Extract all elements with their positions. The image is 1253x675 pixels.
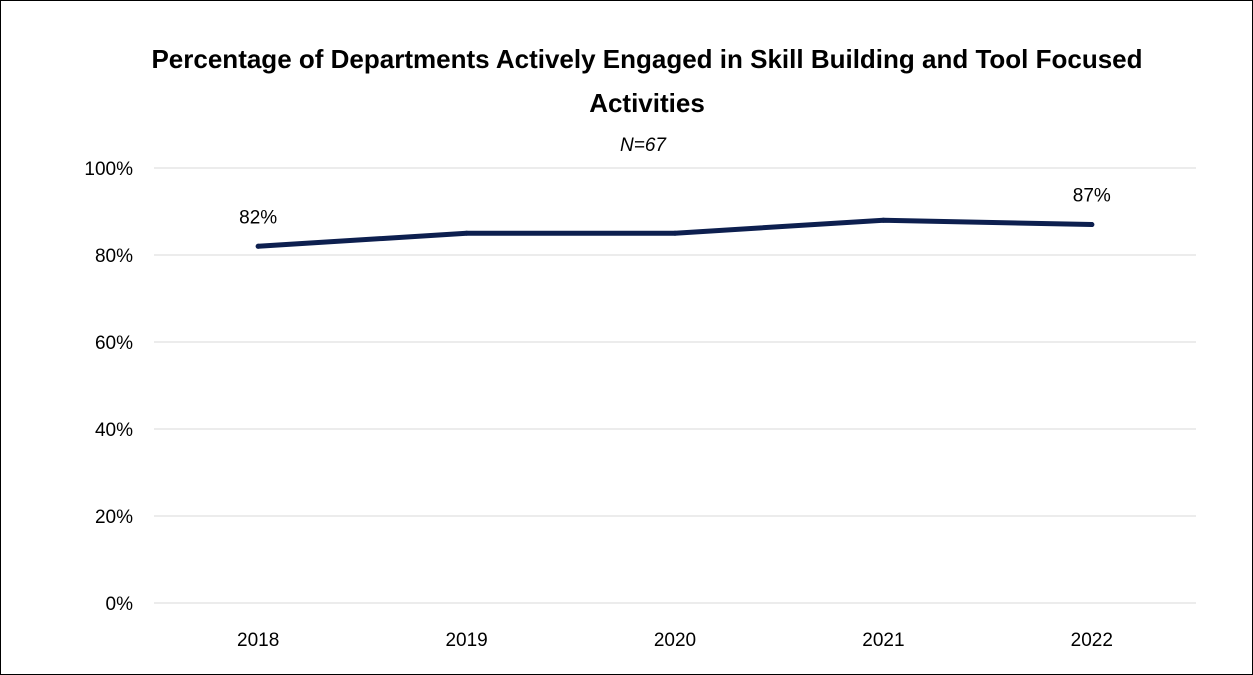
data-point xyxy=(464,230,470,236)
y-tick-label: 0% xyxy=(106,594,134,615)
y-axis-ticks: 0% 20% 40% 60% 80% 100% xyxy=(84,159,133,615)
x-tick-label: 2021 xyxy=(862,630,904,651)
chart-subtitle: N=67 xyxy=(620,135,667,156)
data-labels: 82% 87% xyxy=(239,186,1111,229)
y-tick-label: 60% xyxy=(95,333,133,354)
chart-title-line-1: Percentage of Departments Actively Engag… xyxy=(151,44,1142,74)
data-point xyxy=(672,230,678,236)
y-tick-label: 100% xyxy=(84,159,133,180)
data-point xyxy=(255,243,261,249)
x-tick-label: 2018 xyxy=(237,630,279,651)
series-layer xyxy=(255,217,1095,249)
gridlines xyxy=(154,167,1196,604)
x-axis-ticks: 2018 2019 2020 2021 2022 xyxy=(237,630,1113,651)
chart-title-line-2: Activities xyxy=(589,88,705,118)
y-tick-label: 40% xyxy=(95,420,133,441)
x-tick-label: 2019 xyxy=(445,630,487,651)
x-tick-label: 2022 xyxy=(1071,630,1113,651)
y-tick-label: 80% xyxy=(95,246,133,267)
data-point xyxy=(880,217,886,223)
data-label: 82% xyxy=(239,207,277,228)
data-label: 87% xyxy=(1073,186,1111,207)
data-point xyxy=(1089,222,1095,228)
y-tick-label: 20% xyxy=(95,507,133,528)
x-tick-label: 2020 xyxy=(654,630,696,651)
